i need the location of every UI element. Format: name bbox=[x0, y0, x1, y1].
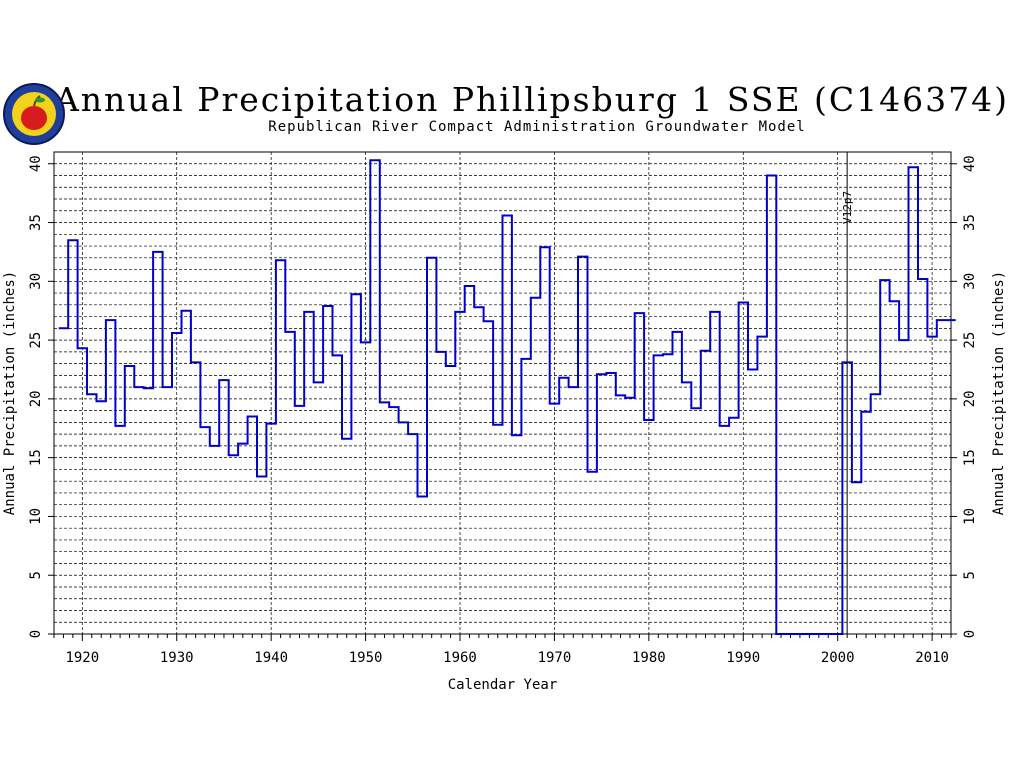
y-tick-label-left: 20 bbox=[28, 390, 44, 407]
x-axis-label: Calendar Year bbox=[448, 677, 558, 693]
x-tick-label: 1960 bbox=[443, 650, 477, 666]
x-tick-label: 1940 bbox=[254, 650, 288, 666]
x-tick-label: 1990 bbox=[726, 650, 760, 666]
y-tick-label-left: 30 bbox=[28, 273, 44, 290]
annotation-label: V12p7 bbox=[841, 191, 854, 224]
x-tick-label: 2000 bbox=[821, 650, 855, 666]
y-tick-label-left: 0 bbox=[28, 630, 44, 638]
chart-subtitle: Republican River Compact Administration … bbox=[268, 119, 806, 135]
y-tick-label-left: 10 bbox=[28, 508, 44, 525]
y-tick-label-left: 15 bbox=[28, 449, 44, 466]
y-tick-label-right: 15 bbox=[962, 449, 978, 466]
y-axis-label-right: Annual Precipitation (inches) bbox=[991, 271, 1007, 515]
x-tick-label: 1950 bbox=[349, 650, 383, 666]
y-tick-label-right: 5 bbox=[962, 571, 978, 579]
y-tick-label-left: 5 bbox=[28, 571, 44, 579]
y-tick-label-left: 25 bbox=[28, 332, 44, 349]
y-tick-label-right: 25 bbox=[962, 332, 978, 349]
y-tick-label-right: 30 bbox=[962, 273, 978, 290]
chart-title: Annual Precipitation Phillipsburg 1 SSE … bbox=[54, 80, 1010, 119]
x-tick-label: 1980 bbox=[632, 650, 666, 666]
x-tick-label: 1920 bbox=[65, 650, 99, 666]
plot-frame bbox=[53, 151, 952, 635]
y-axis-label-left: Annual Precipitation (inches) bbox=[2, 271, 18, 515]
series-step-line bbox=[58, 159, 956, 635]
x-tick-label: 2010 bbox=[915, 650, 949, 666]
x-tick-label: 1970 bbox=[538, 650, 572, 666]
y-tick-label-right: 10 bbox=[962, 508, 978, 525]
y-tick-label-left: 35 bbox=[28, 214, 44, 231]
y-tick-label-left: 40 bbox=[28, 155, 44, 172]
y-tick-label-right: 20 bbox=[962, 390, 978, 407]
y-tick-label-right: 40 bbox=[962, 155, 978, 172]
y-tick-label-right: 0 bbox=[962, 630, 978, 638]
agency-logo bbox=[3, 83, 65, 145]
y-tick-label-right: 35 bbox=[962, 214, 978, 231]
x-tick-label: 1930 bbox=[160, 650, 194, 666]
